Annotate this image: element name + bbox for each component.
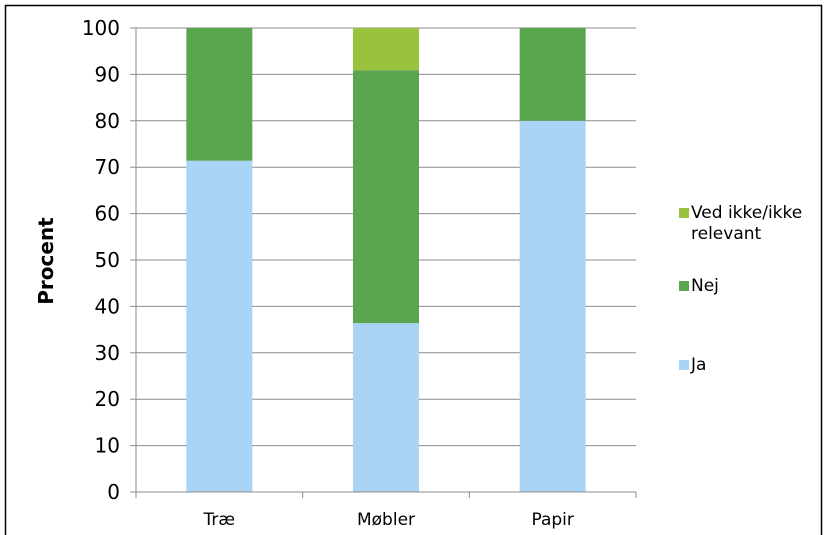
legend-swatch-ved-ikke: [679, 208, 689, 218]
y-tick-label: 80: [95, 109, 120, 133]
legend-label-nej: Nej: [691, 276, 719, 296]
legend-item-ja: Ja: [679, 355, 706, 376]
x-tick-label: Papir: [531, 510, 573, 530]
bar-segment-nej-møbler: [353, 70, 419, 324]
y-tick-label: 90: [95, 62, 120, 86]
y-tick-label: 70: [95, 155, 120, 179]
x-tick-labels: Træ Møbler Papir: [203, 510, 574, 530]
chart-border: [4, 4, 823, 535]
bar-segment-ja-træ: [186, 160, 253, 493]
y-axis-label: Procent: [34, 217, 58, 305]
bars-group: [186, 28, 586, 493]
legend-item-nej: Nej: [679, 276, 719, 297]
y-tick-label: 100: [82, 16, 120, 40]
x-tick-label: Møbler: [357, 510, 415, 530]
bar-segment-nej-træ: [186, 28, 253, 161]
legend-swatch-ja: [679, 360, 689, 370]
y-tick-label: 20: [95, 387, 120, 411]
legend-swatch-nej: [679, 281, 689, 291]
y-tick-label: 30: [95, 341, 120, 365]
x-tick-label: Træ: [203, 510, 236, 530]
y-tick-label: 10: [95, 434, 120, 458]
y-tick-label: 50: [95, 248, 120, 272]
legend-label-ja: Ja: [691, 355, 707, 375]
y-tick-label: 0: [107, 480, 120, 504]
bar-segment-nej-papir: [519, 28, 586, 121]
legend-item-ved-ikke: Ved ikke/ikke relevant: [679, 203, 824, 245]
bar-segment-ja-papir: [519, 120, 586, 493]
y-tick-label: 60: [95, 202, 120, 226]
legend-label-ved-ikke: Ved ikke/ikke relevant: [691, 203, 803, 244]
axes-group: [135, 28, 637, 498]
bar-segment-ja-møbler: [353, 323, 419, 492]
y-tick-labels: 0 10 20 30 40 50 60 70 80 90 100: [82, 16, 120, 504]
bar-segment-ved-ikke-ikke-relevant-møbler: [353, 28, 419, 71]
y-tick-label: 40: [95, 294, 120, 318]
